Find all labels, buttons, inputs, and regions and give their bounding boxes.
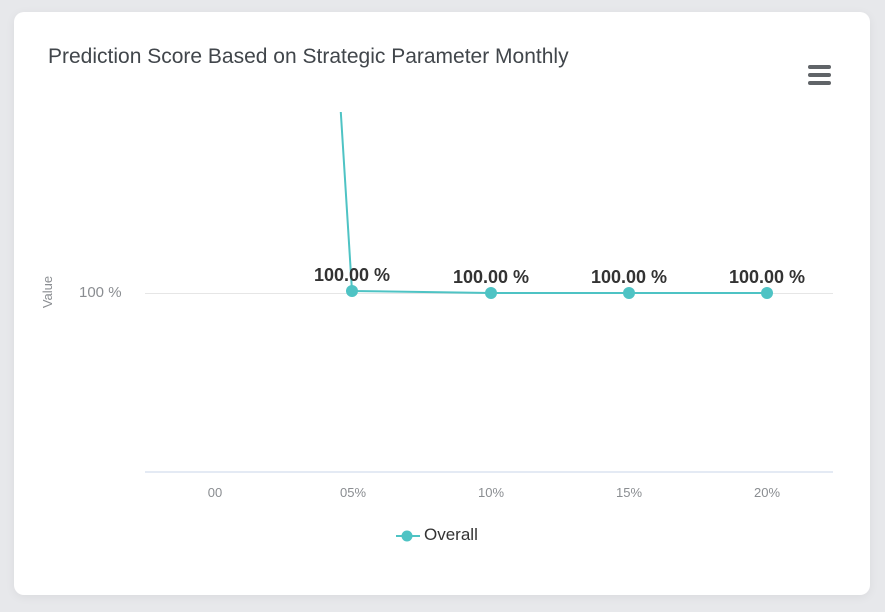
svg-text:15%: 15% [616, 485, 642, 500]
svg-text:10%: 10% [478, 485, 504, 500]
svg-text:100.00 %: 100.00 % [314, 265, 390, 285]
svg-text:100.00 %: 100.00 % [729, 267, 805, 287]
svg-text:Value: Value [40, 276, 55, 308]
svg-text:100.00 %: 100.00 % [591, 267, 667, 287]
svg-text:Overall: Overall [424, 525, 478, 544]
svg-text:100 %: 100 % [79, 284, 122, 301]
svg-text:05%: 05% [340, 485, 366, 500]
svg-text:20%: 20% [754, 485, 780, 500]
svg-text:00: 00 [208, 485, 222, 500]
svg-text:100.00 %: 100.00 % [453, 267, 529, 287]
